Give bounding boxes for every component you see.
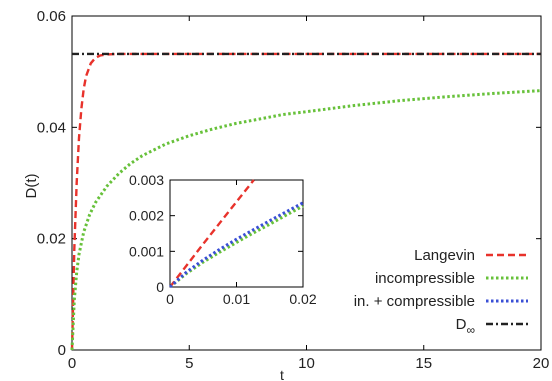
main-y-tick-label: 0.04 [37,119,66,136]
main-series-line-incompressible [70,89,542,351]
inset-series [168,179,304,289]
main-x-tick-label: 0 [68,355,76,372]
legend-label: D∞ [456,316,475,337]
inset-y-tick-label: 0 [156,279,164,295]
main-y-tick-label: 0.06 [37,8,66,25]
inset-x-tick-label: 0 [166,291,174,307]
main-x-tick-label: 10 [298,355,315,372]
legend-label: incompressible [375,270,475,287]
legend-label-subscript: ∞ [466,323,475,337]
y-axis-label: D(t) [23,174,40,199]
inset-ticks: 0 0.01 0.02 0 0.001 0.002 0.003 [129,172,317,307]
main-x-tick-label: 5 [185,355,193,372]
main-y-tick-label: 0.02 [37,231,66,248]
main-x-tick-label: 20 [533,355,550,372]
main-ticks: 0 5 10 15 20 0 0.02 0.04 0.06 [37,8,550,372]
legend-label: in. + compressible [354,293,475,310]
x-axis-label: t [280,367,284,381]
inset-series-line-incompressible [169,204,304,289]
inset-y-tick-label: 0.001 [129,243,164,259]
inset-x-tick-label: 0.01 [223,291,250,307]
main-y-tick-label: 0 [58,342,66,359]
inset-series-line-langevin [169,179,255,288]
inset-x-tick-label: 0.02 [289,291,316,307]
legend: Langevin incompressible in. + compressible… [354,247,528,337]
inset-series-line-in-compressible [168,201,304,289]
main-x-tick-label: 15 [415,355,432,372]
inset-y-tick-label: 0.002 [129,208,164,224]
legend-label: Langevin [414,247,475,264]
inset-y-tick-label: 0.003 [129,172,164,188]
main-series [70,52,542,351]
